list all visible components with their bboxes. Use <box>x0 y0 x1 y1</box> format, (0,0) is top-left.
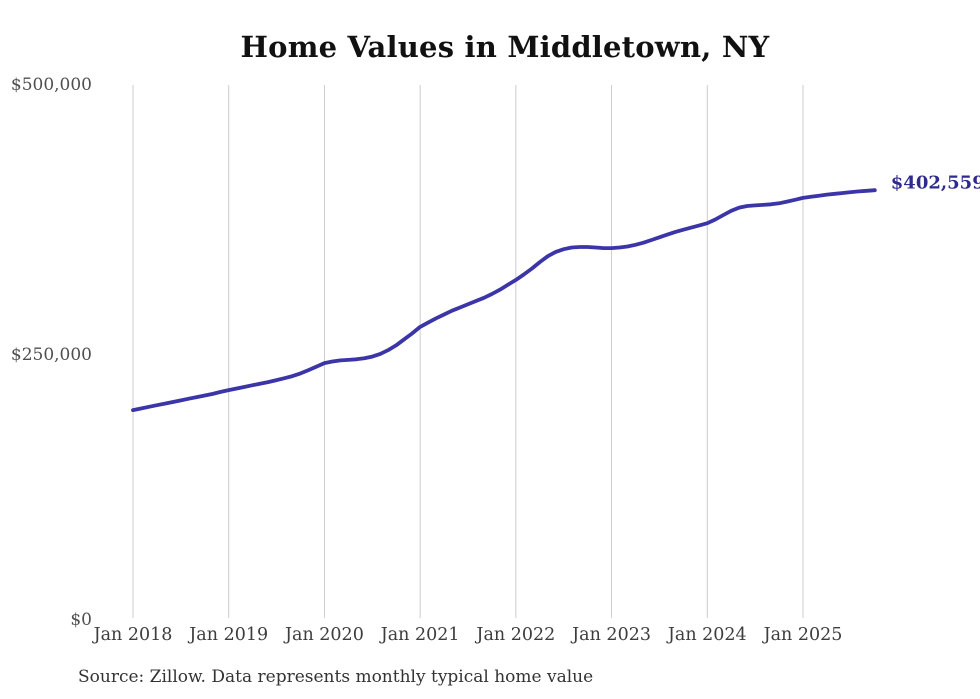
x-tick-label: Jan 2023 <box>572 625 651 645</box>
x-tick-label: Jan 2025 <box>763 625 843 645</box>
source-note: Source: Zillow. Data represents monthly … <box>78 667 594 687</box>
x-tick-label: Jan 2020 <box>285 625 364 645</box>
chart-title: Home Values in Middletown, NY <box>240 30 770 64</box>
x-tick-label: Jan 2018 <box>93 625 173 645</box>
x-tick-label: Jan 2019 <box>189 625 269 645</box>
x-tick-label: Jan 2022 <box>476 625 556 645</box>
y-tick-label: $0 <box>70 610 92 630</box>
y-tick-label: $500,000 <box>10 75 92 95</box>
gridlines <box>132 85 804 618</box>
x-tick-label: Jan 2021 <box>380 625 460 645</box>
home-value-line <box>131 188 877 412</box>
x-tick-label: Jan 2024 <box>667 625 747 645</box>
latest-value-label: $402,559 <box>890 172 980 194</box>
y-tick-label: $250,000 <box>10 345 92 365</box>
